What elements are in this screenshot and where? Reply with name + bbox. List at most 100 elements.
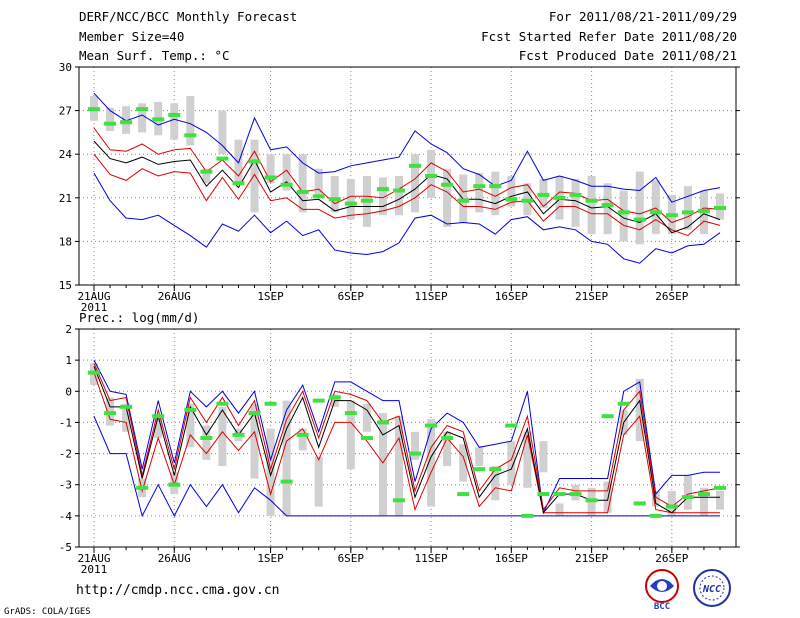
prec-plot-frame [78,328,737,548]
temp-median-marker [537,192,550,197]
temp-median-marker [280,182,293,187]
temp-y-tick-label: 27 [59,105,72,118]
forecast-started-label: Fcst Started Refer Date 2011/08/20 [481,29,737,44]
temp-ensemble-box [491,171,500,216]
bcc-logo-text: BCC [654,602,670,612]
temp-ensemble-box [122,106,131,134]
temp-x-tick-label: 1SEP [257,290,284,303]
temp-ensemble-box [571,178,580,227]
temp-median-marker [168,112,181,117]
temp-median-marker [697,208,710,213]
prec-x-tick-label: 26AUG [158,552,191,565]
temp-ensemble-max-line [93,92,721,203]
temp-ensemble-min-line [93,172,721,264]
figure-title: DERF/NCC/BCC Monthly Forecast [79,9,298,24]
prec-x-tick-label: 1SEP [257,552,284,565]
temp-median-marker [312,194,325,199]
temp-median-marker [569,192,582,197]
ncc-logo-inner-ring [699,575,725,601]
prec-median-marker [88,370,100,375]
prec-ensemble-box [362,403,371,432]
prec-x-tick-label: 11SEP [415,552,448,565]
temp-ensemble-box [619,190,628,242]
temp-median-marker [200,169,213,174]
ncc-logo-ring [693,569,731,607]
temp-median-marker [360,198,373,203]
temp-median-marker [633,217,646,222]
temp-ensemble-box [507,176,516,207]
prec-median-marker [537,492,550,497]
prec-ensemble-box [603,481,612,513]
temp-median-marker [392,188,405,193]
prec-median-marker [585,498,598,503]
temp-median-marker [232,181,245,186]
temp-ensemble-box [202,168,211,184]
temp-median-marker [184,133,197,138]
prec-x-tick-label: 6SEP [338,552,365,565]
precipitation-chart: -5 -4 -3 -2 -1 0 1 2 21AUG 26AUG 1SEP 6SEP 11SEP 16SE… [59,323,740,576]
prec-median-marker [425,423,438,428]
source-url[interactable]: http://cmdp.ncc.cma.gov.cn [76,583,280,598]
temp-y-tick-label: 18 [59,235,72,248]
temp-lower-quartile-line [93,153,721,237]
temp-ensemble-box [218,110,227,155]
temp-median-marker [104,121,117,126]
temp-ensemble-box [282,154,291,191]
temp-median-marker [248,159,261,164]
prec-median-marker [441,436,454,440]
temp-x-tick-label: 16SEP [495,290,528,303]
prec-y-tick-label: -2 [59,448,72,461]
temp-ensemble-box [250,139,259,213]
prec-median-marker [553,492,566,497]
prec-ensemble-mean-line [93,366,720,514]
prec-median-marker [120,404,133,409]
temp-median-marker [296,189,309,194]
temp-median-marker [553,195,566,200]
prec-median-marker [376,420,389,425]
prec-x-tick-label: 21AUG [77,552,110,565]
prec-y-tick-label: -5 [59,541,72,554]
temp-median-marker [264,175,277,180]
temp-median-marker [714,205,726,210]
bcc-logo-center [657,581,667,591]
temp-ensemble-box [170,103,179,140]
temp-median-marker [425,174,438,178]
temp-ensemble-box [378,177,387,216]
prec-ensemble-box [491,466,500,501]
temp-median-marker [216,156,229,161]
prec-ensemble-box [555,503,564,516]
temp-ensemble-box [683,186,692,230]
prec-ensemble-box [683,475,692,510]
temp-x-tick-label: 11SEP [415,290,448,303]
temp-median-marker [441,182,454,187]
prec-median-marker [280,479,293,484]
temp-median-marker [681,210,694,215]
temp-median-marker [409,163,422,168]
temp-ensemble-box [411,154,420,213]
temp-median-marker [665,213,678,218]
prec-median-marker [312,398,325,403]
prec-median-marker [649,513,662,518]
prec-ensemble-min-line [93,416,720,518]
temp-y-tick-label: 21 [59,192,72,205]
prec-median-marker [216,401,229,406]
prec-ensemble-box [699,487,708,516]
prec-median-marker [409,451,422,456]
prec-ensemble-box [282,400,291,516]
prec-ensemble-box [427,419,436,507]
prec-median-marker [473,467,486,472]
temp-ensemble-box [314,168,323,198]
temp-ensemble-box [266,154,275,184]
temp-ensemble-box [394,176,403,216]
prec-median-marker [264,401,277,406]
temp-ensemble-box [106,107,115,131]
temp-x-tick-label: 21SEP [575,290,608,303]
prec-median-marker [457,492,470,497]
temp-median-marker [152,117,165,122]
prec-ensemble-box [298,428,307,451]
prec-median-marker [168,482,181,487]
temp-x-tick-label: 6SEP [338,290,365,303]
temp-median-marker [521,198,534,203]
temp-median-marker [88,107,100,112]
